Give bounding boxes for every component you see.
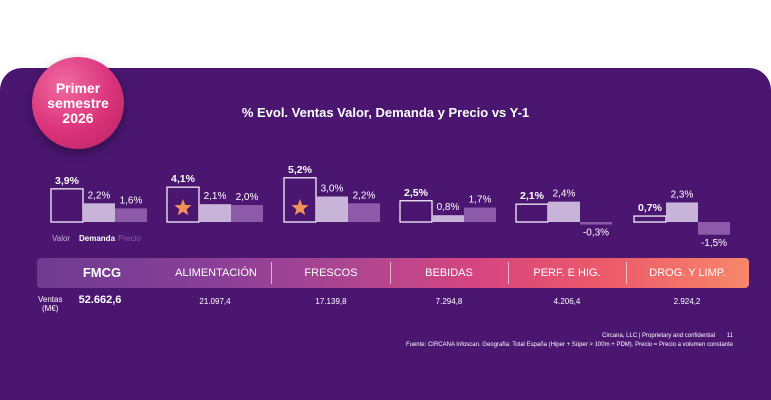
- data-label-valor-4: 2,5%: [404, 187, 429, 199]
- badge-line-2: semestre: [47, 94, 109, 111]
- data-label-valor-3: 5,2%: [288, 164, 313, 176]
- badge-line-1: Primer: [55, 79, 101, 96]
- sales-label-line-1: Ventas: [38, 295, 63, 304]
- category-perf-hig: PERF. E HIG.: [533, 267, 601, 279]
- bar-valor-4: [399, 200, 433, 223]
- legend-precio: Precio: [118, 234, 141, 243]
- footer-source: Fuente: CIRCANA Infoscan. Geografía: Tot…: [405, 342, 733, 348]
- bar-precio-3: [348, 203, 380, 222]
- bar-valor-2: [166, 186, 200, 223]
- legend-valor: Valor: [52, 234, 70, 243]
- data-label-precio-3: 2,2%: [353, 190, 376, 201]
- data-label-valor-6: 0,7%: [638, 202, 663, 214]
- bar-demanda-1: [83, 203, 115, 222]
- category-separator: [508, 262, 509, 284]
- data-label-precio-1: 1,6%: [120, 195, 143, 206]
- data-label-demanda-4: 0,8%: [437, 202, 460, 213]
- star-icon: [174, 199, 192, 216]
- bar-demanda-4: [432, 215, 464, 222]
- data-label-demanda-6: 2,3%: [671, 189, 694, 200]
- data-label-precio-5: -0,3%: [583, 228, 609, 239]
- category-alimentacion: ALIMENTACIÓN: [175, 267, 257, 279]
- footer-credit-line: Circana, LLC | Proprietary and confident…: [602, 333, 733, 339]
- data-label-precio-6: -1,5%: [701, 238, 727, 249]
- period-badge: Primer semestre 2026: [32, 57, 124, 149]
- bar-precio-2: [231, 205, 263, 222]
- legend-demanda: Demanda: [79, 234, 116, 243]
- data-label-precio-4: 1,7%: [469, 195, 492, 206]
- category-separator: [390, 262, 391, 284]
- bar-valor-1: [50, 188, 84, 223]
- bar-demanda-6: [666, 202, 698, 222]
- bar-demanda-5: [548, 201, 580, 222]
- bar-valor-5: [515, 203, 549, 223]
- bar-valor-6: [633, 215, 667, 223]
- data-label-valor-1: 3,9%: [55, 175, 80, 187]
- footer-credit: Circana, LLC | Proprietary and confident…: [602, 333, 716, 339]
- category-drog-limp: DROG. Y LIMP.: [649, 267, 726, 279]
- star-icon: [291, 199, 309, 216]
- data-label-demanda-3: 3,0%: [321, 184, 344, 195]
- category-bar: [37, 258, 749, 288]
- chart-title: % Evol. Ventas Valor, Demanda y Precio v…: [241, 105, 530, 120]
- sales-label: Ventas (M€): [38, 295, 62, 313]
- sales-value-alimentacion: 21.097,4: [199, 297, 231, 306]
- data-label-demanda-1: 2,2%: [88, 190, 111, 201]
- sales-value-frescos: 17.139,8: [315, 297, 347, 306]
- data-label-valor-2: 4,1%: [171, 173, 196, 185]
- sales-label-line-2: (M€): [42, 304, 59, 313]
- chart-panel: [0, 68, 771, 400]
- bar-precio-4: [464, 207, 496, 222]
- category-separator: [626, 262, 627, 284]
- sales-value-drog-limp: 2.924,2: [673, 297, 701, 306]
- bar-demanda-3: [316, 196, 348, 222]
- sales-value-fmcg: 52.662,6: [78, 294, 122, 306]
- category-fmcg: FMCG: [82, 265, 122, 280]
- sales-value-bebidas: 7.294,8: [435, 297, 463, 306]
- data-label-precio-2: 2,0%: [236, 192, 259, 203]
- data-label-valor-5: 2,1%: [520, 190, 545, 202]
- category-bebidas: BEBIDAS: [425, 267, 473, 279]
- category-frescos: FRESCOS: [304, 267, 358, 279]
- bar-precio-5: [580, 222, 612, 225]
- data-label-demanda-2: 2,1%: [204, 191, 227, 202]
- sales-value-perf-hig: 4.206,4: [553, 297, 581, 306]
- footer-page-number: 11: [726, 333, 733, 339]
- category-separator: [271, 262, 272, 284]
- data-label-demanda-5: 2,4%: [553, 189, 576, 200]
- bar-precio-6: [698, 222, 730, 235]
- bar-demanda-2: [199, 204, 231, 222]
- bar-precio-1: [115, 208, 147, 222]
- badge-line-3: 2026: [62, 109, 94, 126]
